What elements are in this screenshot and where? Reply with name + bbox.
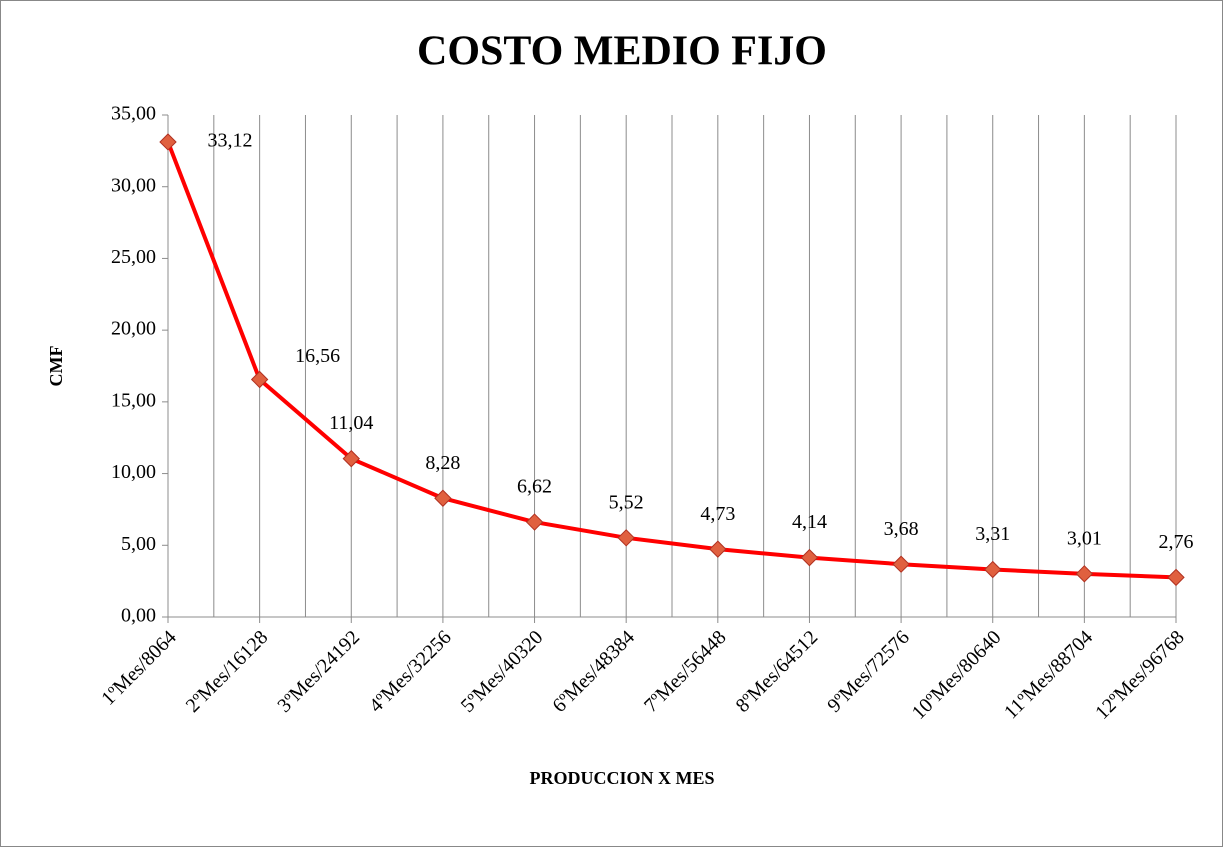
marker: [892, 555, 910, 573]
data-label: 2,76: [1159, 531, 1194, 553]
y-tick-label: 35,00: [111, 103, 156, 125]
marker: [250, 370, 269, 389]
y-tick-label: 0,00: [121, 605, 156, 627]
marker: [984, 560, 1002, 579]
marker: [159, 133, 177, 151]
y-tick-label: 15,00: [111, 389, 156, 411]
data-label: 5,52: [609, 491, 644, 513]
marker: [434, 489, 452, 507]
y-axis-label: CMF: [46, 346, 66, 387]
line: [166, 141, 1177, 580]
data-label: 11,04: [329, 412, 373, 434]
y-tick-label: 10,00: [111, 461, 156, 483]
data-label: 3,68: [884, 518, 919, 540]
marker: [1075, 565, 1094, 583]
data-label: 4,73: [700, 503, 735, 525]
marker: [342, 449, 360, 468]
y-tick-label: 30,00: [111, 174, 156, 196]
marker: [617, 529, 635, 547]
marker: [1167, 568, 1185, 587]
x-axis-label: PRODUCCION X MES: [529, 768, 714, 788]
y-tick-label: 5,00: [121, 533, 156, 555]
marker: [525, 513, 544, 531]
y-tick-label: 25,00: [111, 246, 156, 268]
data-label: 16,56: [295, 345, 340, 367]
y-tick-label: 20,00: [111, 318, 156, 340]
data-label: 3,31: [975, 523, 1010, 545]
data-label: 3,01: [1067, 527, 1102, 549]
data-label: 8,28: [425, 452, 460, 474]
chart-title: COSTO MEDIO FIJO: [417, 29, 827, 75]
data-label: 33,12: [208, 130, 253, 152]
data-label: 4,14: [792, 511, 827, 533]
marker: [800, 548, 819, 567]
data-label: 6,62: [517, 476, 552, 498]
marker: [709, 540, 727, 558]
